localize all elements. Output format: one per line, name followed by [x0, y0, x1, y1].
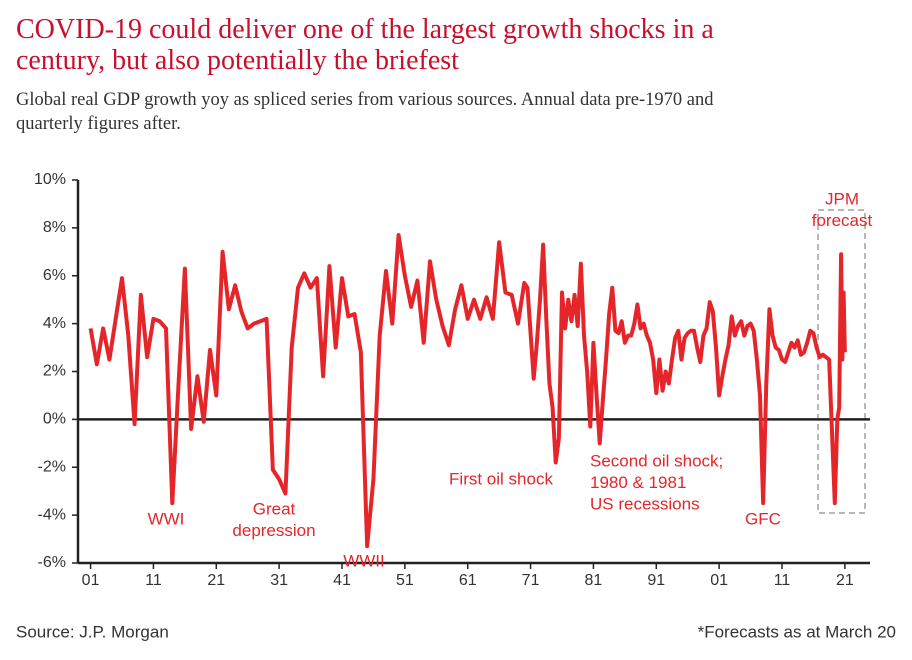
- annotation: forecast: [812, 211, 873, 230]
- annotation: 1980 & 1981: [590, 473, 686, 492]
- y-tick-label: 10%: [34, 171, 66, 188]
- forecast-box: [817, 209, 866, 514]
- annotation: JPM: [825, 189, 859, 208]
- annotation: depression: [232, 521, 315, 540]
- annotation: First oil shock: [449, 469, 553, 488]
- x-tick-label: 91: [647, 572, 665, 589]
- data-line: [88, 233, 847, 549]
- title-line: century, but also potentially the briefe…: [16, 45, 459, 76]
- annotation: Great: [253, 499, 296, 518]
- x-tick-label: 61: [459, 572, 477, 589]
- x-tick-label: 11: [145, 572, 162, 589]
- annotation: WWI: [148, 509, 185, 528]
- x-tick-label: 01: [82, 572, 100, 589]
- y-tick-label: 2%: [43, 363, 66, 380]
- y-tick-label: -6%: [38, 554, 66, 571]
- x-tick-label: 21: [207, 572, 225, 589]
- chart-title: COVID-19 could deliver one of the larges…: [16, 14, 714, 76]
- annotation: US recessions: [590, 494, 700, 513]
- annotation: GFC: [745, 509, 781, 528]
- y-tick-label: 0%: [43, 411, 66, 428]
- source: Source: J.P. Morgan: [16, 622, 169, 641]
- x-tick-label: 81: [585, 572, 603, 589]
- annotation: Second oil shock;: [590, 451, 723, 470]
- chart-subtitle: Global real GDP growth yoy as spliced se…: [16, 88, 714, 136]
- x-tick-label: 41: [333, 572, 351, 589]
- y-tick-label: -4%: [38, 506, 66, 523]
- y-tick-label: -2%: [38, 458, 66, 475]
- y-tick-label: 4%: [43, 315, 66, 332]
- x-tick-label: 21: [836, 572, 854, 589]
- footnote: *Forecasts as at March 20: [698, 622, 896, 641]
- x-tick-label: 31: [270, 572, 288, 589]
- annotation: WWII: [343, 551, 385, 570]
- y-tick-label: 6%: [43, 267, 66, 284]
- x-tick-label: 51: [396, 572, 414, 589]
- x-tick-label: 01: [710, 572, 728, 589]
- y-tick-label: 8%: [43, 219, 66, 236]
- subtitle-line: quarterly figures after.: [16, 114, 181, 134]
- title-line: COVID-19 could deliver one of the larges…: [16, 14, 714, 45]
- subtitle-line: Global real GDP growth yoy as spliced se…: [16, 90, 714, 110]
- x-tick-label: 71: [522, 572, 540, 589]
- x-tick-label: 11: [774, 572, 791, 589]
